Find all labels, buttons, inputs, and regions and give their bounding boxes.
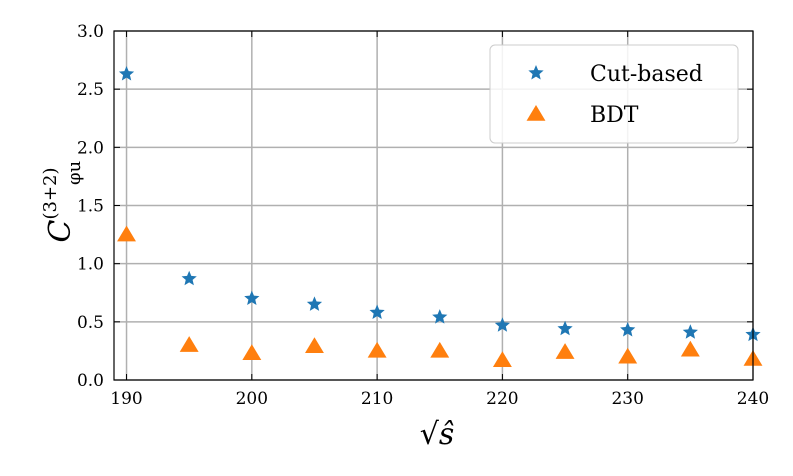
- data-point: [494, 317, 511, 332]
- y-tick-label: 3.0: [77, 22, 104, 42]
- data-point: [179, 336, 199, 352]
- y-tick-label: 0.0: [77, 371, 104, 391]
- x-tick-label: 200: [236, 389, 268, 409]
- series-layer: [117, 66, 763, 367]
- data-point: [118, 66, 135, 81]
- data-point: [682, 324, 698, 339]
- data-point: [680, 340, 700, 357]
- data-point: [620, 321, 636, 337]
- y-axis-label: C(3+2) φu: [40, 161, 85, 243]
- y-tick-label: 1.5: [77, 197, 104, 217]
- legend-box: [489, 44, 739, 144]
- legend-label-bdt: BDT: [590, 103, 639, 128]
- legend-marker-bdt: [526, 105, 546, 121]
- data-point: [557, 320, 573, 336]
- x-tick-label: 230: [611, 389, 643, 409]
- x-tick-label: 220: [486, 389, 518, 409]
- data-point: [555, 343, 575, 359]
- y-axis-label-sub: φu: [64, 161, 85, 185]
- legend-marker-shape: [528, 65, 544, 80]
- y-tick-label: 2.0: [77, 138, 104, 158]
- legend-label-cut-based: Cut-based: [590, 62, 703, 87]
- data-point: [618, 347, 638, 364]
- data-point: [430, 341, 450, 358]
- x-tick-label: 240: [737, 389, 769, 409]
- data-point: [306, 296, 323, 311]
- axis-ticks: 190 200 210 220 230 240 0.0 0.5 1.0 1.5 2.0 2.5 3.0: [77, 22, 769, 409]
- legend: Cut-based BDT: [489, 44, 739, 144]
- legend-marker-shape: [526, 105, 546, 121]
- data-point: [492, 351, 512, 367]
- svg-text:C(3+2): C(3+2): [40, 168, 78, 243]
- series-bdt: [117, 225, 763, 367]
- y-axis-label-main: C: [43, 220, 78, 243]
- data-point: [369, 304, 385, 319]
- y-tick-label: 0.5: [77, 313, 104, 333]
- legend-marker-cut-based: [528, 65, 544, 80]
- x-axis-label: √ŝ: [420, 417, 455, 452]
- data-point: [244, 290, 260, 306]
- data-point: [242, 344, 262, 360]
- y-axis-label-sup: (3+2): [40, 168, 61, 220]
- y-tick-label: 1.0: [77, 255, 104, 275]
- x-tick-label: 190: [110, 389, 142, 409]
- data-point: [181, 270, 197, 286]
- y-tick-label: 2.5: [77, 80, 104, 100]
- data-point: [305, 337, 324, 354]
- data-point: [432, 309, 448, 324]
- x-tick-label: 210: [361, 389, 393, 409]
- data-point: [367, 341, 387, 358]
- data-point: [117, 225, 136, 242]
